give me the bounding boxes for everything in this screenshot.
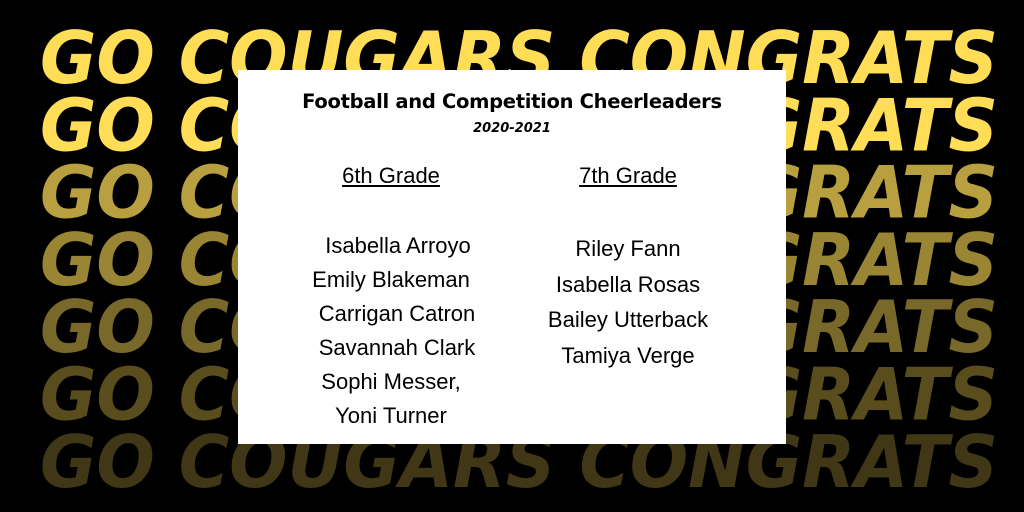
- name-item: Isabella Arroyo: [325, 233, 471, 258]
- sixth-grade-heading: 6th Grade: [342, 163, 440, 188]
- name-item: Emily Blakeman: [312, 267, 470, 292]
- name-item: Yoni Turner: [335, 403, 447, 428]
- name-item: Bailey Utterback: [547, 307, 709, 332]
- name-item: Savannah Clark: [318, 335, 476, 360]
- sixth-grade-column: 6th Grade Isabella Arroyo Emily Blakeman…: [271, 161, 511, 433]
- name-item: Isabella Rosas: [555, 271, 701, 297]
- season-year: 2020-2021: [473, 121, 551, 136]
- name-item: Sophi Messer,: [321, 369, 461, 394]
- card-title: Football and Competition Cheerleaders: [302, 90, 722, 113]
- seventh-grade-column: 7th Grade Riley Fann Isabella Rosas Bail…: [508, 161, 748, 373]
- seventh-grade-heading: 7th Grade: [579, 163, 677, 188]
- name-item: Carrigan Catron: [318, 301, 476, 326]
- name-item: Tamiya Verge: [561, 342, 695, 368]
- announcement-card: Football and Competition Cheerleaders 20…: [238, 70, 786, 444]
- name-item: Riley Fann: [575, 236, 681, 261]
